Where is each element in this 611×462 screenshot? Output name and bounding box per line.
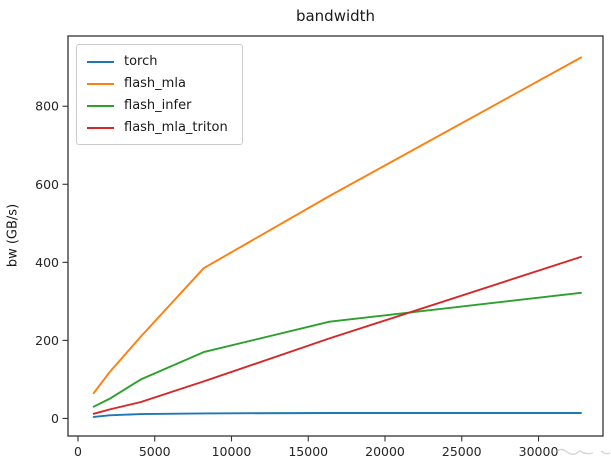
watermark-smudge (555, 448, 611, 455)
x-tick-label: 5000 (139, 444, 171, 459)
legend-item-flash_mla_triton: flash_mla_triton (87, 118, 228, 137)
y-tick-label: 200 (35, 333, 59, 348)
legend-label-torch: torch (124, 54, 158, 69)
x-tick-label: 10000 (212, 444, 252, 459)
series-line-flash_mla_triton (92, 255, 582, 415)
y-tick-label: 400 (35, 255, 59, 270)
legend-label-flash_infer: flash_infer (124, 98, 192, 113)
y-tick-label: 800 (35, 99, 59, 114)
legend-item-flash_infer: flash_infer (87, 96, 228, 115)
legend-swatch-flash_mla_triton (87, 126, 114, 129)
x-tick-label: 25000 (442, 444, 482, 459)
y-tick-label: 600 (35, 177, 59, 192)
x-tick-label: 0 (74, 444, 82, 459)
axes-frame (67, 35, 604, 437)
legend: torch flash_mla flash_infer flash_mla_trito… (76, 44, 243, 145)
legend-swatch-flash_mla (87, 82, 114, 85)
x-tick-label: 20000 (365, 444, 405, 459)
series-line-torch (92, 412, 582, 418)
series-line-flash_infer (92, 291, 582, 408)
legend-swatch-torch (87, 60, 114, 63)
series-line-flash_mla (92, 56, 582, 395)
legend-item-flash_mla: flash_mla (87, 74, 228, 93)
y-tick-label: 0 (51, 411, 59, 426)
x-tick-label: 15000 (288, 444, 328, 459)
legend-swatch-flash_infer (87, 104, 114, 107)
legend-label-flash_mla_triton: flash_mla_triton (124, 120, 228, 135)
legend-label-flash_mla: flash_mla (124, 76, 186, 91)
legend-item-torch: torch (87, 52, 228, 71)
chart-title: bandwidth (295, 7, 376, 25)
x-tick-label: 30000 (519, 444, 559, 459)
